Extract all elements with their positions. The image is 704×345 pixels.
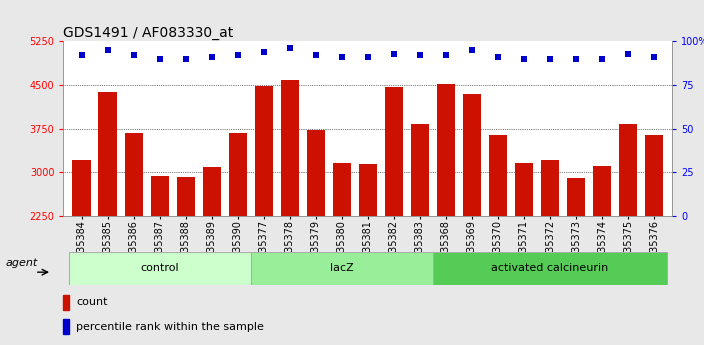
Bar	[63, 295, 69, 310]
Point	[76, 52, 87, 58]
Point	[388, 51, 399, 56]
Text: count: count	[77, 297, 108, 307]
Bar	[410, 125, 429, 345]
Bar	[489, 135, 507, 345]
Bar	[251, 252, 433, 285]
Bar	[593, 166, 611, 345]
Bar	[307, 130, 325, 345]
Point	[180, 56, 191, 61]
Point	[337, 54, 348, 60]
Bar	[99, 92, 117, 345]
Bar	[619, 125, 637, 345]
Point	[622, 51, 634, 56]
Text: control: control	[140, 263, 179, 273]
Bar	[541, 160, 559, 345]
Bar	[567, 178, 585, 345]
Point	[154, 56, 165, 61]
Point	[102, 47, 113, 53]
Point	[440, 52, 451, 58]
Bar	[177, 177, 195, 345]
Text: lacZ: lacZ	[330, 263, 353, 273]
Point	[544, 56, 555, 61]
Point	[596, 56, 608, 61]
Point	[362, 54, 373, 60]
Point	[206, 54, 218, 60]
Bar	[436, 84, 455, 345]
Point	[310, 52, 322, 58]
Bar	[433, 252, 667, 285]
Point	[128, 52, 139, 58]
Bar	[203, 167, 221, 345]
Point	[518, 56, 529, 61]
Bar	[255, 86, 273, 345]
Point	[258, 49, 270, 55]
Point	[232, 52, 244, 58]
Bar	[68, 252, 251, 285]
Bar	[515, 163, 533, 345]
Bar	[385, 87, 403, 345]
Text: agent: agent	[5, 258, 37, 268]
Bar	[281, 80, 299, 345]
Point	[414, 52, 425, 58]
Bar	[63, 319, 69, 334]
Text: percentile rank within the sample: percentile rank within the sample	[77, 322, 264, 332]
Point	[570, 56, 582, 61]
Bar	[463, 94, 481, 345]
Point	[648, 54, 660, 60]
Text: activated calcineurin: activated calcineurin	[491, 263, 609, 273]
Bar	[151, 176, 169, 345]
Point	[284, 46, 296, 51]
Text: GDS1491 / AF083330_at: GDS1491 / AF083330_at	[63, 26, 234, 40]
Point	[466, 47, 477, 53]
Bar	[333, 163, 351, 345]
Bar	[125, 132, 143, 345]
Bar	[359, 164, 377, 345]
Point	[492, 54, 503, 60]
Bar	[73, 160, 91, 345]
Bar	[645, 135, 663, 345]
Bar	[229, 132, 247, 345]
